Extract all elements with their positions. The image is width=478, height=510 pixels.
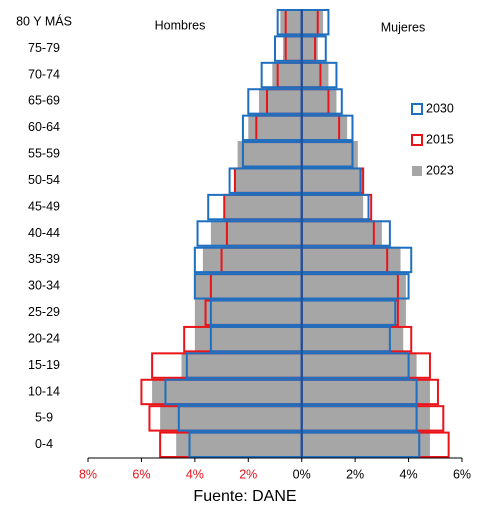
bar	[301, 9, 324, 36]
category-label: 30-34	[28, 279, 60, 293]
category-label: 75-79	[28, 41, 60, 55]
category-label: 80 Y MÁS	[16, 14, 72, 29]
bar	[301, 141, 358, 168]
bar	[194, 299, 302, 326]
bar	[301, 88, 337, 115]
bar	[258, 88, 302, 115]
bar	[301, 193, 364, 221]
category-label: 65-69	[28, 94, 60, 108]
bar	[301, 325, 404, 353]
bar	[301, 114, 348, 142]
x-tick-label: 4%	[186, 467, 204, 481]
category-label: 5-9	[35, 411, 53, 425]
bar	[301, 378, 430, 406]
category-label: 0-4	[35, 437, 53, 451]
bar	[152, 378, 302, 406]
category-label: 70-74	[28, 67, 60, 81]
bar	[202, 246, 302, 274]
legend-swatch	[411, 134, 423, 146]
legend-swatch	[412, 166, 422, 176]
category-label: 35-39	[28, 252, 60, 266]
bar	[301, 352, 417, 379]
legend-label: 2030	[426, 101, 454, 115]
bar	[301, 61, 329, 89]
category-label: 25-29	[28, 305, 60, 319]
bar	[160, 405, 302, 432]
legend-swatch	[411, 103, 423, 115]
bar	[194, 273, 302, 300]
category-label: 50-54	[28, 173, 60, 187]
left-label: Hombres	[155, 18, 206, 32]
category-label: 10-14	[28, 384, 60, 398]
source: Fuente: DANE	[193, 488, 296, 505]
x-tick-label: 2%	[239, 467, 257, 481]
bar	[301, 220, 382, 247]
category-label: 55-59	[28, 147, 60, 161]
x-tick-label: 2%	[346, 467, 364, 481]
legend-label: 2015	[426, 132, 454, 146]
bar	[224, 193, 302, 221]
legend-label: 2023	[426, 163, 454, 177]
x-tick-label: 6%	[453, 467, 471, 481]
x-tick-label: 8%	[79, 467, 97, 481]
bar	[234, 167, 302, 194]
bar	[301, 431, 430, 458]
bar	[237, 141, 302, 168]
x-tick-label: 4%	[400, 467, 418, 481]
bar	[280, 9, 302, 36]
bar	[301, 273, 406, 300]
bar	[176, 431, 302, 458]
bar	[210, 220, 302, 247]
bar	[301, 299, 406, 326]
bar	[181, 352, 302, 379]
bar	[301, 35, 318, 62]
category-label: 60-64	[28, 120, 60, 134]
right-label: Mujeres	[381, 20, 425, 34]
bar	[301, 246, 401, 274]
category-label: 45-49	[28, 199, 60, 213]
bar	[301, 167, 364, 194]
category-label: 15-19	[28, 358, 60, 372]
x-tick-label: 0%	[293, 467, 311, 481]
category-label: 40-44	[28, 226, 60, 240]
bar	[283, 35, 302, 62]
bar	[301, 405, 430, 432]
bar	[194, 325, 302, 353]
category-label: 20-24	[28, 331, 60, 345]
x-tick-label: 6%	[132, 467, 150, 481]
